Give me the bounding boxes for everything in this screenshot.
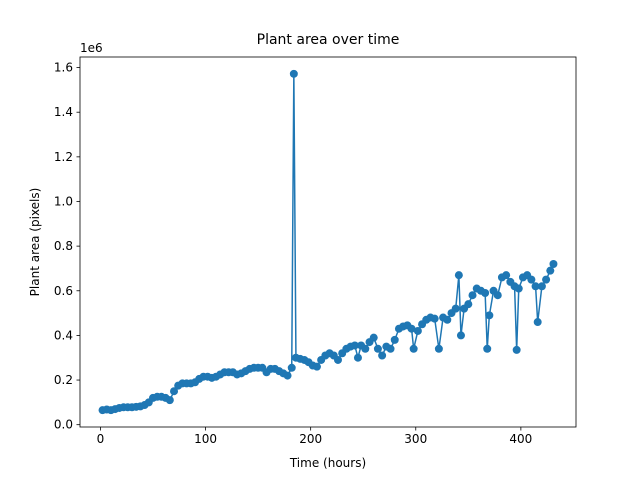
chart-title: Plant area over time — [257, 32, 400, 48]
data-point — [527, 275, 536, 284]
data-point — [481, 289, 490, 298]
data-point — [369, 333, 378, 342]
x-tick-label: 0 — [97, 432, 105, 446]
data-point — [350, 341, 359, 350]
x-tick-label: 200 — [299, 432, 322, 446]
y-axis-label: Plant area (pixels) — [28, 188, 42, 297]
data-point — [443, 315, 452, 324]
data-point — [542, 275, 551, 284]
data-point — [373, 344, 382, 353]
data-point — [289, 69, 298, 78]
data-point — [361, 344, 370, 353]
data-point — [454, 271, 463, 280]
data-point — [485, 311, 494, 320]
y-tick-label: 1.4 — [54, 105, 73, 119]
data-point — [390, 335, 399, 344]
data-point — [537, 282, 546, 291]
data-point — [386, 344, 395, 353]
data-point — [549, 259, 558, 268]
data-point — [502, 271, 511, 280]
x-tick-label: 400 — [509, 432, 532, 446]
data-point — [378, 351, 387, 360]
data-point — [533, 318, 542, 327]
y-tick-label: 1.6 — [54, 61, 73, 75]
data-point — [287, 363, 296, 372]
data-point — [514, 284, 523, 293]
y-tick-label: 0.2 — [54, 373, 73, 387]
data-point — [483, 344, 492, 353]
data-point — [493, 291, 502, 300]
data-point — [413, 326, 422, 335]
data-point — [468, 291, 477, 300]
data-point — [456, 331, 465, 340]
data-point — [333, 355, 342, 364]
plot-frame — [79, 56, 577, 428]
y-tick-label: 0.0 — [54, 418, 73, 432]
y-tick-label: 0.4 — [54, 328, 73, 342]
data-point — [451, 304, 460, 313]
x-tick-label: 100 — [194, 432, 217, 446]
x-axis-label: Time (hours) — [289, 456, 366, 470]
y-tick-label: 0.8 — [54, 239, 73, 253]
data-point — [434, 344, 443, 353]
y-offset-label: 1e6 — [80, 41, 103, 55]
data-point — [165, 396, 174, 405]
y-tick-label: 0.6 — [54, 284, 73, 298]
data-point — [464, 300, 473, 309]
data-point — [512, 345, 521, 354]
data-point — [531, 282, 540, 291]
data-point — [407, 324, 416, 333]
data-point — [430, 314, 439, 323]
data-point — [353, 353, 362, 362]
data-point — [312, 362, 321, 371]
data-point — [283, 371, 292, 380]
data-point — [546, 266, 555, 275]
x-tick-label: 300 — [404, 432, 427, 446]
data-point — [409, 344, 418, 353]
y-tick-label: 1.2 — [54, 150, 73, 164]
y-tick-label: 1.0 — [54, 194, 73, 208]
data-point — [170, 387, 179, 396]
